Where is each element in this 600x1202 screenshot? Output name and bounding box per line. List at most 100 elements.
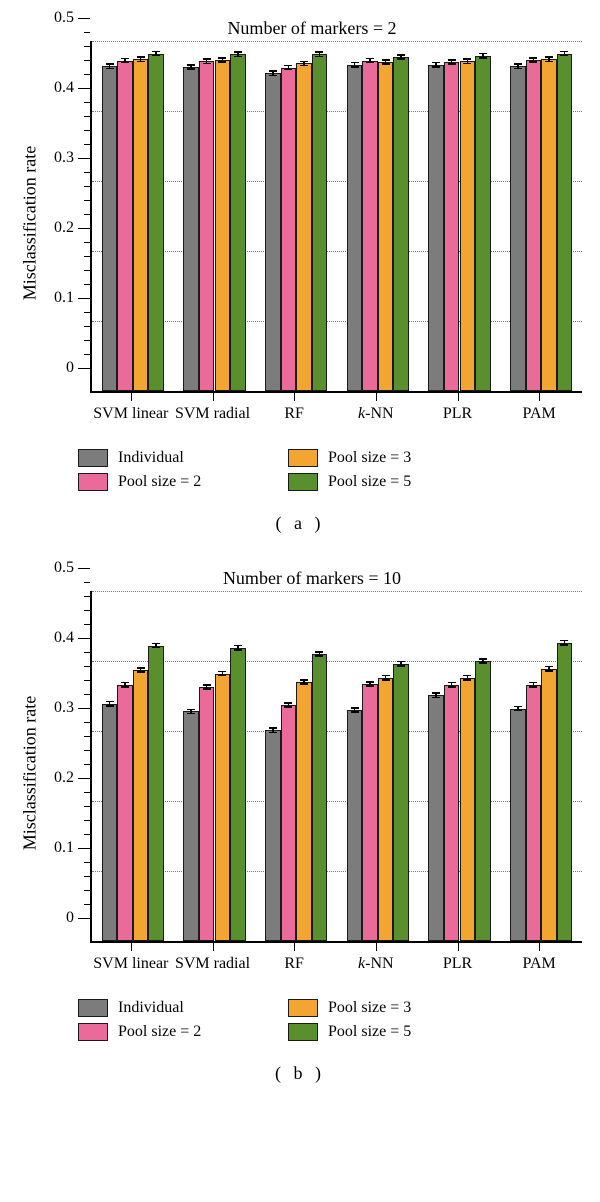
error-cap <box>479 662 487 664</box>
legend-swatch <box>288 999 318 1017</box>
error-cap <box>560 51 568 53</box>
error-cap <box>218 61 226 63</box>
ytick-minor <box>84 876 90 877</box>
xtick <box>539 943 540 951</box>
ytick-minor <box>84 722 90 723</box>
ytick-minor <box>84 820 90 821</box>
error-cap <box>203 63 211 65</box>
ytick <box>78 88 90 89</box>
bar <box>510 66 526 391</box>
error-cap <box>106 68 114 70</box>
error-cap <box>545 670 553 672</box>
ytick-minor <box>84 242 90 243</box>
error-cap <box>366 62 374 64</box>
ytick-minor <box>84 172 90 173</box>
error-cap <box>529 61 537 63</box>
ytick-minor <box>84 582 90 583</box>
error-cap <box>203 58 211 60</box>
bar <box>230 54 246 391</box>
xlabel: SVM linear <box>93 405 168 423</box>
ytick-minor <box>84 354 90 355</box>
xtick <box>539 393 540 401</box>
xlabel: SVM radial <box>175 405 250 423</box>
ytick-minor <box>84 890 90 891</box>
chart-a-wrap: Number of markers = 2 Misclassification … <box>32 18 592 427</box>
ytick-minor <box>84 60 90 61</box>
error-cap <box>187 68 195 70</box>
xlabel: SVM radial <box>175 955 250 973</box>
ytick-label: 0.5 <box>32 9 74 27</box>
bar <box>296 682 312 941</box>
ytick <box>78 158 90 159</box>
error-cap <box>448 63 456 65</box>
ytick-minor <box>84 284 90 285</box>
error-cap <box>203 684 211 686</box>
error-cap <box>382 63 390 65</box>
error-cap <box>218 675 226 677</box>
ytick <box>78 568 90 569</box>
legend-item: Pool size = 5 <box>288 1023 498 1041</box>
error-cap <box>106 63 114 65</box>
ytick <box>78 848 90 849</box>
error-cap <box>284 702 292 704</box>
bars-layer <box>92 591 582 941</box>
bar <box>133 59 149 391</box>
error-cap <box>284 65 292 67</box>
legend-swatch <box>288 1023 318 1041</box>
xlabel: RF <box>284 405 304 423</box>
bar <box>312 54 328 391</box>
legend-label: Pool size = 3 <box>328 449 411 467</box>
xlabel: PAM <box>523 405 556 423</box>
bar <box>444 62 460 391</box>
ytick-minor <box>84 652 90 653</box>
xtick <box>294 943 295 951</box>
legend-label: Pool size = 2 <box>118 1023 201 1041</box>
error-cap <box>463 679 471 681</box>
bar <box>281 68 297 391</box>
ytick-minor <box>84 130 90 131</box>
legend-label: Pool size = 5 <box>328 473 411 491</box>
error-cap <box>300 61 308 63</box>
legend-item: Pool size = 2 <box>78 1023 288 1041</box>
xlabel: PLR <box>443 955 472 973</box>
ytick-minor <box>84 312 90 313</box>
panel-a: Number of markers = 2 Misclassification … <box>0 18 600 534</box>
ytick-minor <box>84 680 90 681</box>
bar <box>541 669 557 941</box>
legend-label: Pool size = 5 <box>328 1023 411 1041</box>
error-cap <box>351 707 359 709</box>
ytick <box>78 708 90 709</box>
ytick-minor <box>84 144 90 145</box>
ytick-minor <box>84 736 90 737</box>
error-cap <box>284 69 292 71</box>
error-cap <box>366 58 374 60</box>
ytick-minor <box>84 806 90 807</box>
error-cap <box>300 65 308 67</box>
error-cap <box>152 51 160 53</box>
bar <box>526 60 542 391</box>
error-cap <box>382 675 390 677</box>
error-cap <box>560 644 568 646</box>
error-cap <box>366 681 374 683</box>
error-cap <box>152 55 160 57</box>
error-cap <box>397 661 405 663</box>
error-cap <box>514 706 522 708</box>
bar <box>281 705 297 941</box>
legend-swatch <box>78 473 108 491</box>
error-cap <box>218 671 226 673</box>
bar <box>117 61 133 391</box>
error-cap <box>448 686 456 688</box>
bar <box>378 678 394 941</box>
xtick <box>131 943 132 951</box>
caption-a: ( a ) <box>0 513 600 534</box>
bar <box>444 685 460 941</box>
ytick-minor <box>84 46 90 47</box>
xlabel: RF <box>284 955 304 973</box>
ytick-minor <box>84 904 90 905</box>
error-cap <box>448 59 456 61</box>
legend-item: Individual <box>78 999 288 1017</box>
error-cap <box>315 56 323 58</box>
error-cap <box>269 732 277 734</box>
error-cap <box>479 658 487 660</box>
error-cap <box>121 58 129 60</box>
